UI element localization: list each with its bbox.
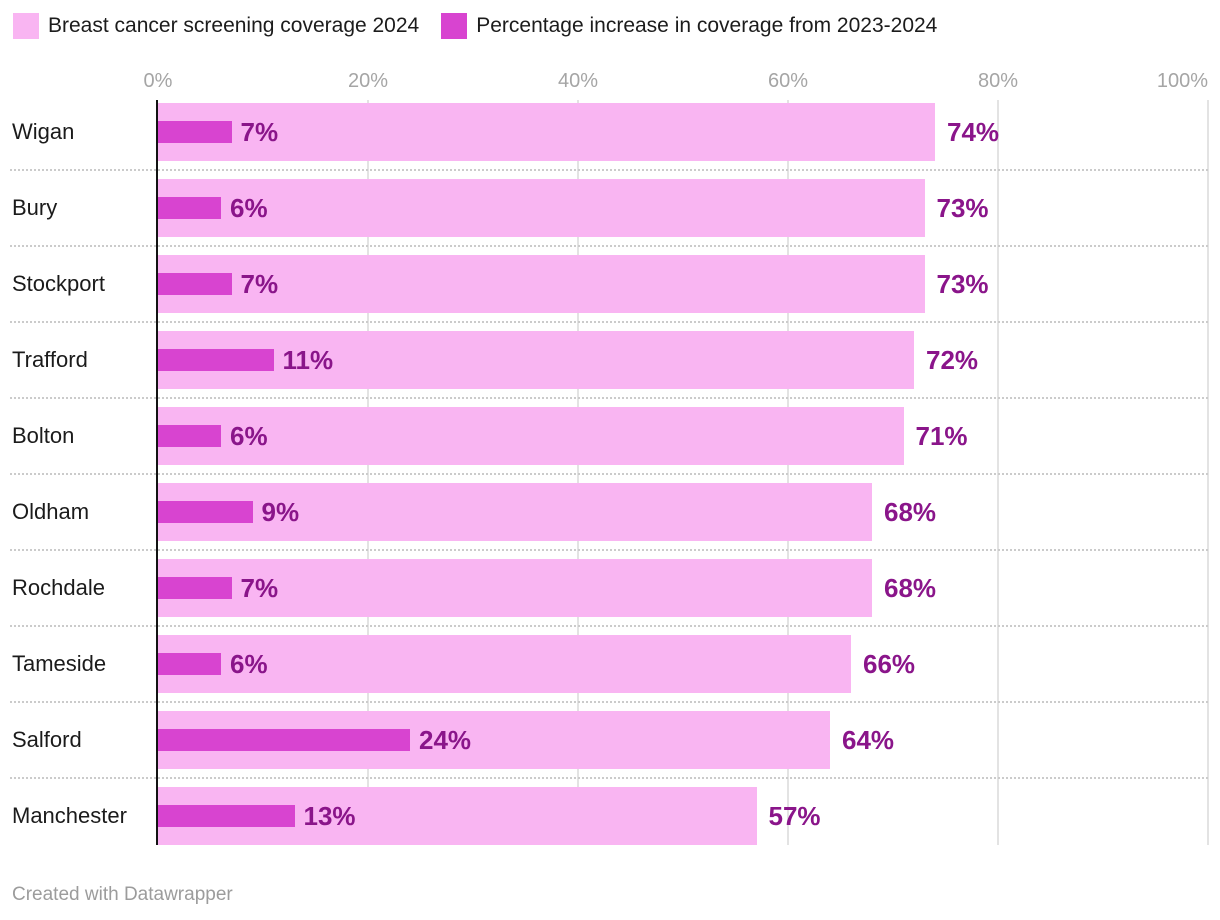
chart-row: Manchester 13% 57% <box>0 777 1208 854</box>
coverage-value-label: 73% <box>936 192 989 223</box>
increase-bar <box>158 653 221 675</box>
chart-row: Rochdale 7% 68% <box>0 549 1208 626</box>
coverage-value-label: 57% <box>768 800 821 831</box>
legend-swatch-0 <box>13 13 39 39</box>
coverage-value-label: 71% <box>915 420 968 451</box>
plot-gridlines <box>158 100 1209 845</box>
chart-row: Salford 24% 64% <box>0 701 1208 778</box>
chart-row: Oldham 9% 68% <box>0 473 1208 550</box>
increase-value-label: 7% <box>240 116 279 147</box>
category-label: Bury <box>12 195 58 220</box>
datawrapper-attribution: Created with Datawrapper <box>12 884 233 905</box>
legend-label: Breast cancer screening coverage 2024 <box>48 14 420 37</box>
chart-row: Bolton 6% 71% <box>0 397 1208 474</box>
chart-row: Trafford 11% 72% <box>0 321 1208 398</box>
coverage-bar <box>158 483 872 541</box>
coverage-bar <box>158 255 925 313</box>
increase-bar <box>158 577 232 599</box>
x-axis: 0% 20% 40% 60% 80% 100% <box>144 70 1208 98</box>
category-label: Salford <box>12 727 82 752</box>
increase-bar <box>158 805 295 827</box>
coverage-value-label: 66% <box>863 648 916 679</box>
chart-legend: Breast cancer screening coverage 2024 Per… <box>13 13 937 39</box>
legend-item: Percentage increase in coverage from 202… <box>441 13 937 39</box>
increase-bar <box>158 349 274 371</box>
increase-value-label: 9% <box>261 496 300 527</box>
coverage-value-label: 72% <box>926 344 979 375</box>
legend-swatch-1 <box>441 13 468 39</box>
increase-bar <box>158 501 253 523</box>
gridline <box>787 100 789 845</box>
x-tick: 0% <box>143 70 173 92</box>
gridline <box>577 100 579 845</box>
category-label: Wigan <box>12 119 75 144</box>
increase-bar <box>158 273 232 295</box>
increase-value-label: 6% <box>230 192 268 223</box>
coverage-value-label: 68% <box>884 572 937 603</box>
x-tick: 60% <box>767 70 809 92</box>
coverage-bar <box>158 635 851 693</box>
x-tick: 20% <box>347 70 389 92</box>
category-label: Trafford <box>12 347 88 372</box>
chart-row: Wigan 7% 74% <box>0 94 1208 170</box>
coverage-value-label: 73% <box>936 268 989 299</box>
category-label: Bolton <box>12 423 75 448</box>
coverage-value-label: 64% <box>842 724 895 755</box>
zero-axis-line <box>156 100 158 845</box>
legend-item: Breast cancer screening coverage 2024 <box>13 13 419 39</box>
increase-value-label: 13% <box>303 800 356 831</box>
x-tick: 40% <box>557 70 599 92</box>
gridline <box>367 100 369 845</box>
increase-value-label: 24% <box>419 724 472 755</box>
coverage-bar <box>158 331 914 389</box>
increase-bar <box>158 425 221 447</box>
increase-value-label: 11% <box>282 344 334 375</box>
coverage-value-label: 74% <box>947 116 1000 147</box>
coverage-bar <box>158 559 872 617</box>
x-tick: 80% <box>977 70 1019 92</box>
increase-value-label: 7% <box>240 268 279 299</box>
gridline <box>997 100 999 845</box>
increase-value-label: 6% <box>230 648 268 679</box>
legend-label: Percentage increase in coverage from 202… <box>476 14 938 37</box>
category-label: Manchester <box>12 803 127 828</box>
chart-row: Bury 6% 73% <box>0 169 1208 246</box>
coverage-bar <box>158 407 904 465</box>
chart-rows: Wigan 7% 74% Bury 6% 73% Stockport 7% 73% Traffor… <box>0 94 1208 854</box>
coverage-value-label: 68% <box>884 496 937 527</box>
gridline <box>1207 100 1209 845</box>
chart-row: Tameside 6% 66% <box>0 625 1208 702</box>
increase-value-label: 6% <box>230 420 268 451</box>
chart-row: Stockport 7% 73% <box>0 245 1208 322</box>
increase-bar <box>158 729 410 751</box>
increase-bar <box>158 121 232 143</box>
category-label: Tameside <box>12 651 107 676</box>
x-tick: 100% <box>1156 70 1208 92</box>
category-label: Stockport <box>12 271 105 296</box>
category-label: Oldham <box>12 499 90 524</box>
increase-bar <box>158 197 221 219</box>
coverage-bar <box>158 103 935 161</box>
category-label: Rochdale <box>12 575 105 600</box>
coverage-bar <box>158 179 925 237</box>
increase-value-label: 7% <box>240 572 279 603</box>
